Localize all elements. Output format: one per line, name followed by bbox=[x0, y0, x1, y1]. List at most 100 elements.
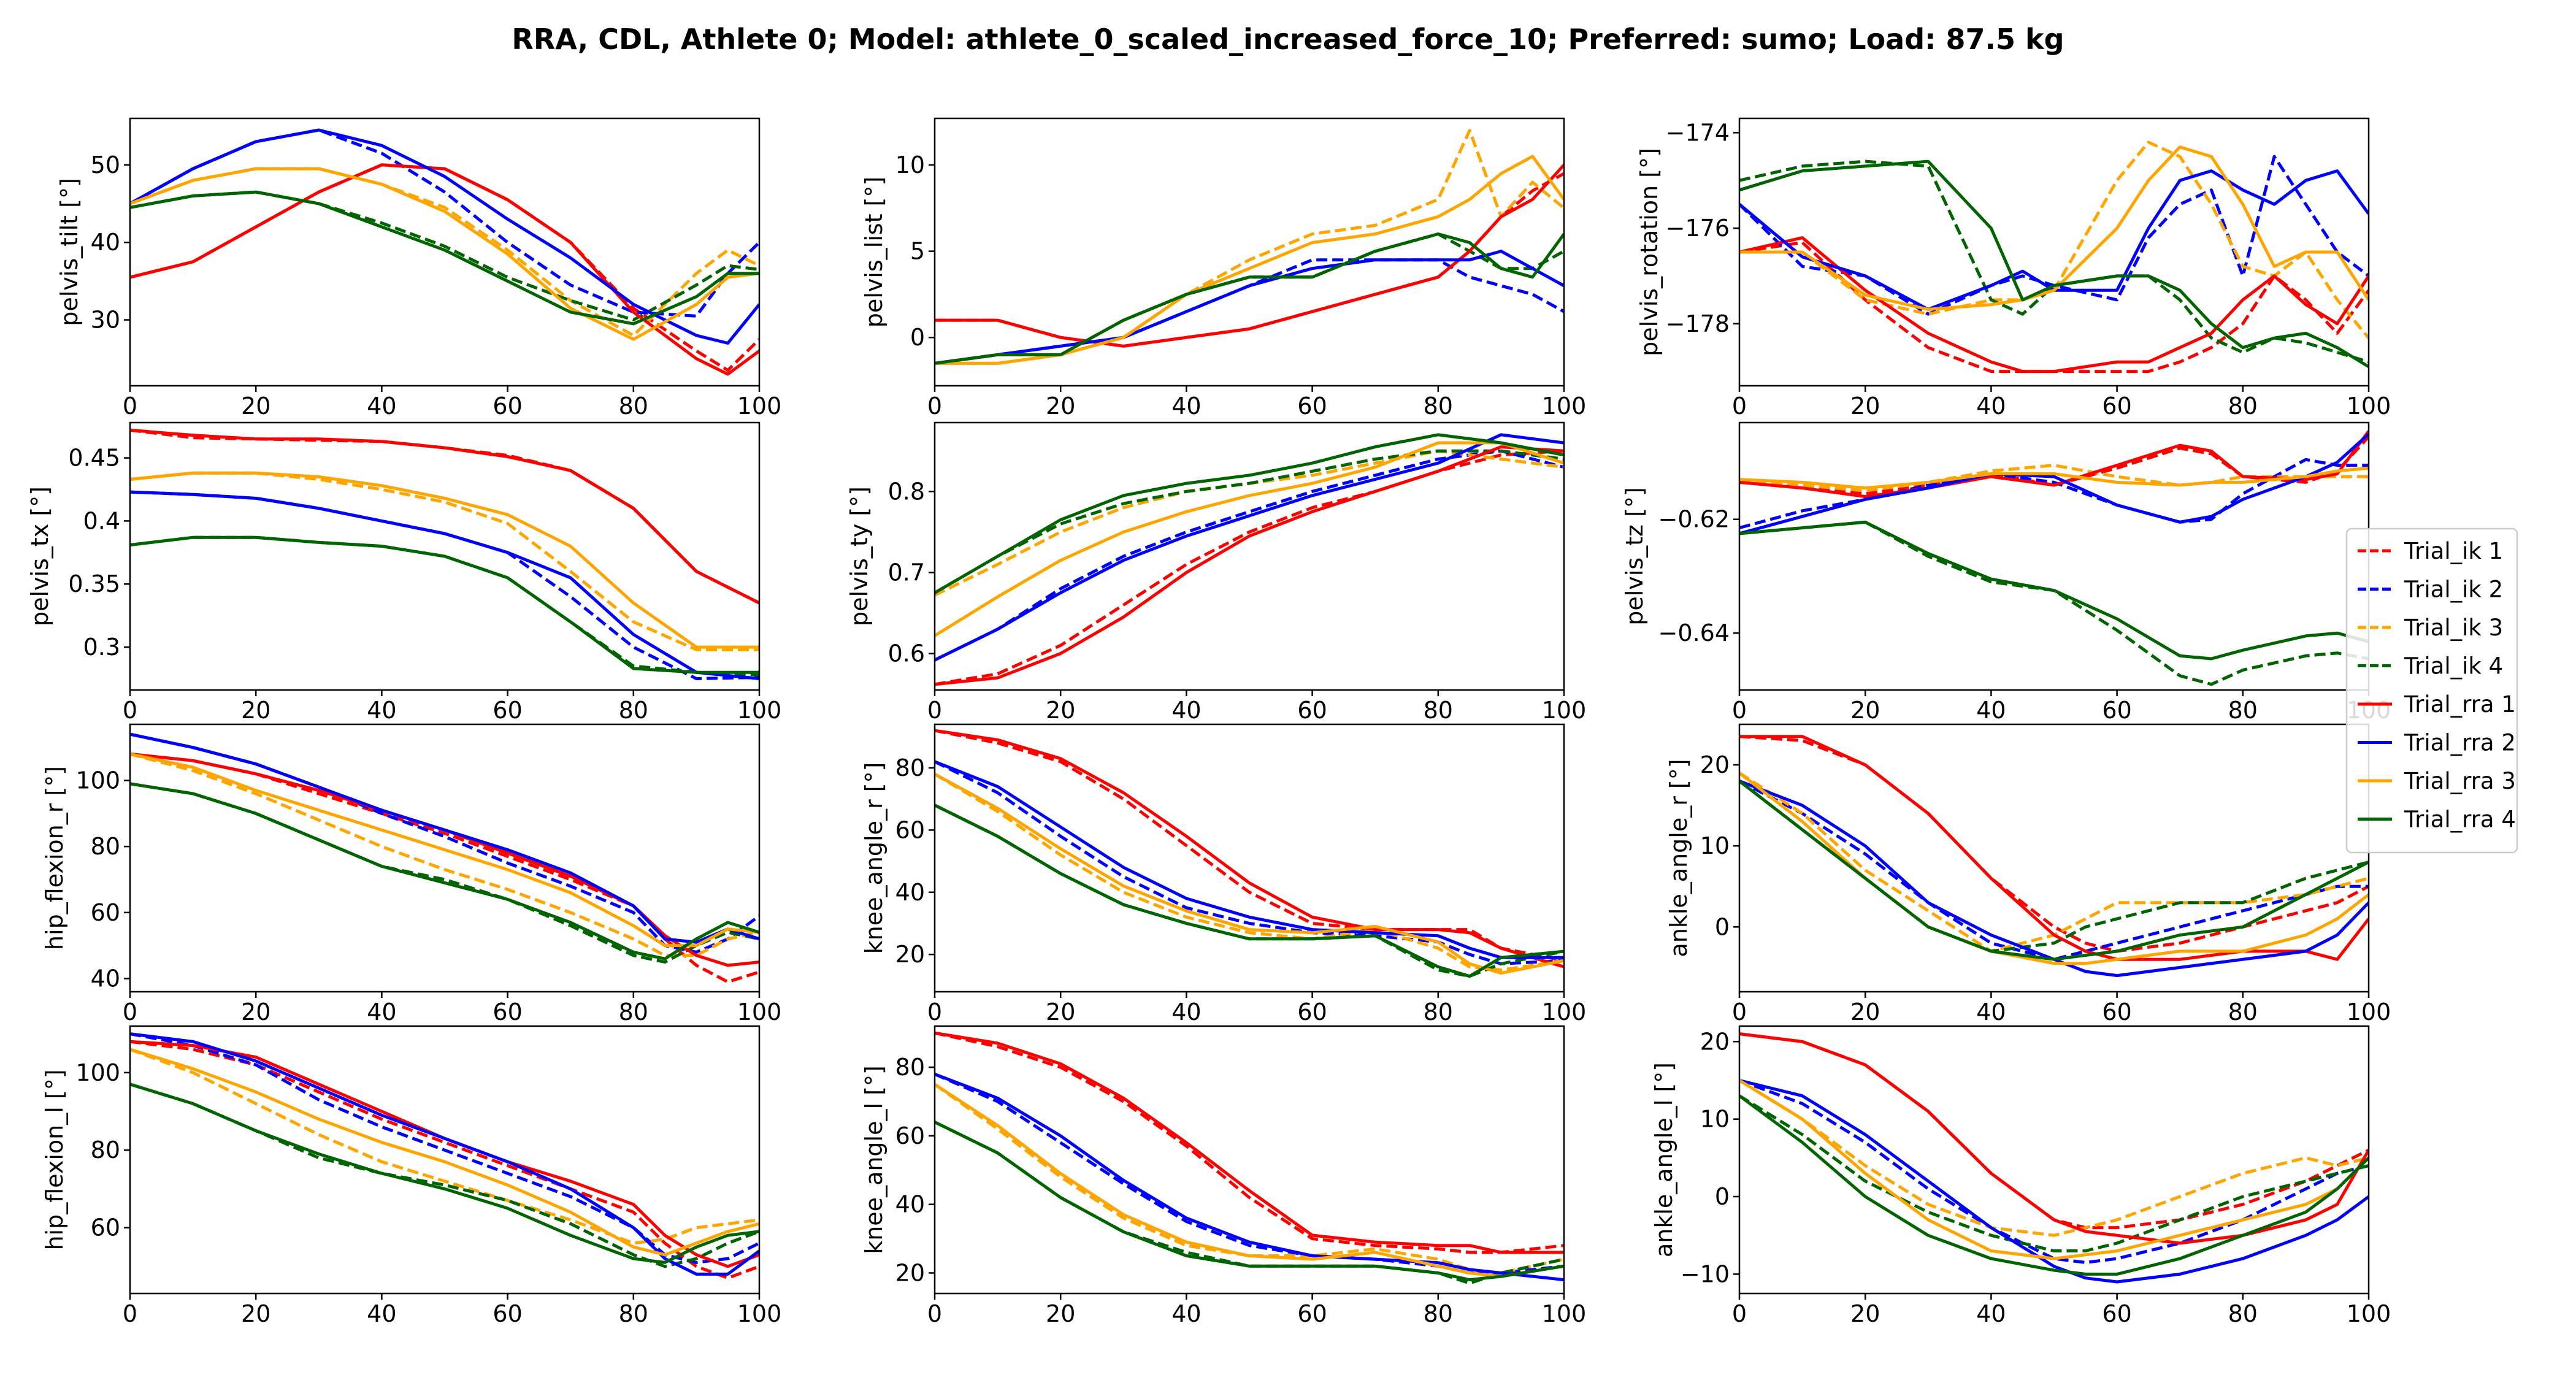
x-tick-label: 0 bbox=[1732, 697, 1747, 724]
series-line-trial-rra-2 bbox=[1739, 169, 2369, 311]
series-line-trial-ik-1 bbox=[935, 1031, 1564, 1254]
series-line-trial-rra-4 bbox=[1739, 1094, 2369, 1276]
legend-label: Trial_rra 4 bbox=[2404, 807, 2516, 833]
series-line-trial-rra-3 bbox=[935, 772, 1564, 975]
x-tick-label: 100 bbox=[737, 697, 782, 724]
x-tick-label: 100 bbox=[737, 1300, 782, 1327]
series-line-trial-ik-2 bbox=[1739, 1079, 2369, 1264]
x-tick-label: 20 bbox=[1046, 1300, 1075, 1327]
y-tick-label: 60 bbox=[91, 899, 120, 926]
series-line-trial-rra-3 bbox=[935, 1083, 1564, 1278]
axes-frame bbox=[933, 1025, 1565, 1295]
subplot-10: 0 20 40 60 80 100 60 80 100 hip_flexion_l [°] bbox=[41, 1025, 782, 1327]
y-tick-label: 0 bbox=[1715, 1183, 1730, 1210]
y-tick-label: 0.7 bbox=[888, 559, 925, 586]
series-line-trial-ik-2 bbox=[1739, 155, 2369, 316]
series-line-trial-rra-1 bbox=[130, 163, 759, 376]
axes-frame bbox=[129, 1025, 761, 1295]
y-tick-label: 20 bbox=[895, 1259, 925, 1286]
series-line-trial-rra-4 bbox=[935, 232, 1564, 365]
series-line-trial-ik-4 bbox=[1739, 1094, 2369, 1252]
series-line-trial-rra-2 bbox=[130, 732, 759, 944]
x-tick-label: 100 bbox=[2347, 999, 2391, 1025]
x-tick-label: 80 bbox=[2228, 999, 2258, 1025]
y-axis-label: pelvis_tz [°] bbox=[1621, 487, 1648, 625]
series-line-trial-ik-2 bbox=[935, 1073, 1564, 1275]
x-tick-label: 20 bbox=[241, 393, 270, 420]
y-tick-label: 100 bbox=[75, 767, 120, 794]
series-line-trial-rra-3 bbox=[130, 471, 759, 649]
series-line-trial-rra-2 bbox=[935, 760, 1564, 959]
subplot-1: 0 20 40 60 80 100 30 40 50 pelvis_tilt [°] bbox=[56, 117, 781, 420]
y-axis-label: pelvis_tilt [°] bbox=[56, 178, 83, 326]
legend-item: Trial_ik 3 bbox=[2358, 615, 2503, 641]
legend: Trial_ik 1 Trial_ik 2 Trial_ik 3 Trial_ik 4… bbox=[2345, 527, 2518, 854]
series-line-trial-rra-4 bbox=[935, 803, 1564, 978]
y-tick-label: 40 bbox=[895, 879, 925, 906]
y-tick-label: −10 bbox=[1681, 1260, 1730, 1287]
y-tick-label: 80 bbox=[91, 833, 120, 860]
x-tick-label: 60 bbox=[493, 1300, 522, 1327]
series-line-trial-rra-4 bbox=[1739, 520, 2369, 661]
y-tick-label: 0.35 bbox=[68, 570, 120, 597]
axes-frame bbox=[1738, 723, 2370, 993]
series-line-trial-rra-3 bbox=[130, 752, 759, 948]
series-line-trial-rra-4 bbox=[1739, 159, 2369, 369]
y-tick-label: 80 bbox=[895, 1054, 925, 1081]
x-tick-label: 0 bbox=[123, 999, 137, 1025]
x-tick-label: 40 bbox=[367, 393, 396, 420]
x-tick-label: 100 bbox=[1542, 697, 1587, 724]
x-tick-label: 20 bbox=[1046, 393, 1075, 420]
legend-item: Trial_rra 3 bbox=[2358, 768, 2516, 794]
legend-item: Trial_rra 4 bbox=[2358, 807, 2516, 833]
x-tick-label: 60 bbox=[2102, 393, 2131, 420]
x-tick-label: 100 bbox=[1542, 393, 1587, 420]
x-tick-label: 60 bbox=[1297, 393, 1327, 420]
x-tick-label: 60 bbox=[1297, 1300, 1327, 1327]
series-line-trial-rra-3 bbox=[130, 1048, 759, 1257]
series-line-trial-rra-3 bbox=[1739, 1079, 2369, 1260]
x-tick-label: 20 bbox=[241, 697, 270, 724]
x-tick-label: 0 bbox=[1732, 999, 1747, 1025]
x-tick-label: 40 bbox=[1976, 1300, 2006, 1327]
axes-frame bbox=[129, 117, 761, 387]
series-line-trial-ik-3 bbox=[130, 752, 759, 957]
series-line-trial-ik-4 bbox=[935, 449, 1564, 594]
series-line-trial-rra-1 bbox=[935, 164, 1564, 348]
legend-label: Trial_rra 1 bbox=[2404, 691, 2516, 718]
series-line-trial-rra-2 bbox=[130, 128, 759, 345]
x-tick-label: 20 bbox=[1850, 393, 1880, 420]
series-line-trial-rra-1 bbox=[935, 729, 1564, 968]
y-tick-label: 5 bbox=[910, 238, 925, 265]
series-line-trial-rra-4 bbox=[130, 782, 759, 960]
x-tick-label: 80 bbox=[2228, 697, 2258, 724]
axes-frame bbox=[1738, 1025, 2370, 1295]
x-tick-label: 80 bbox=[619, 393, 648, 420]
x-tick-label: 60 bbox=[493, 999, 522, 1025]
y-tick-label: 0 bbox=[910, 324, 925, 351]
y-axis-label: pelvis_rotation [°] bbox=[1636, 148, 1663, 356]
subplot-5: 0 20 40 60 80 100 0.6 0.7 0.8 pelvis_ty [°] bbox=[846, 421, 1587, 724]
x-tick-label: 0 bbox=[927, 1300, 942, 1327]
y-tick-label: 50 bbox=[91, 151, 120, 178]
x-tick-label: 0 bbox=[1732, 1300, 1747, 1327]
series-line-trial-rra-3 bbox=[935, 441, 1564, 637]
legend-label: Trial_ik 4 bbox=[2404, 653, 2503, 680]
x-tick-label: 0 bbox=[927, 999, 942, 1025]
x-tick-label: 80 bbox=[1424, 393, 1453, 420]
y-tick-label: 60 bbox=[895, 1122, 925, 1149]
axes-frame bbox=[933, 117, 1565, 387]
y-axis-label: hip_flexion_l [°] bbox=[41, 1069, 68, 1250]
legend-item: Trial_rra 1 bbox=[2358, 691, 2516, 718]
subplot-8: 0 20 40 60 80 100 20 40 60 80 knee_angle_r [°] bbox=[861, 723, 1586, 1025]
series-line-trial-rra-1 bbox=[1739, 1032, 2369, 1245]
series-line-trial-ik-1 bbox=[1739, 435, 2369, 496]
axes-frame bbox=[129, 421, 761, 691]
y-axis-label: knee_angle_l [°] bbox=[861, 1065, 887, 1254]
x-tick-label: 20 bbox=[241, 999, 270, 1025]
x-tick-label: 80 bbox=[619, 999, 648, 1025]
y-axis-label: pelvis_tx [°] bbox=[26, 486, 53, 626]
series-line-trial-rra-4 bbox=[130, 190, 759, 326]
series-line-trial-ik-3 bbox=[130, 1048, 759, 1245]
x-tick-label: 80 bbox=[1424, 697, 1453, 724]
